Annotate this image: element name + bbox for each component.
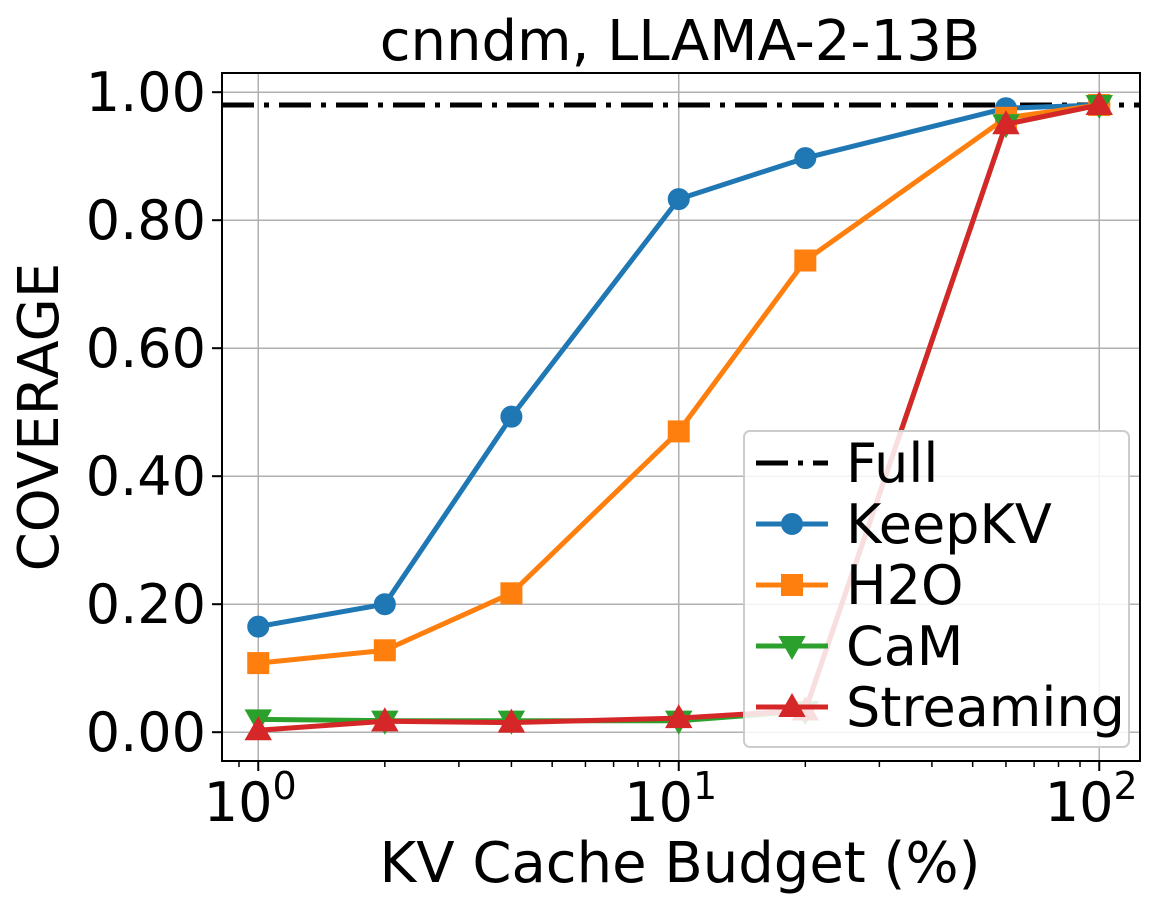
data-point-h2o	[247, 652, 270, 675]
legend-label-h2o: H2O	[846, 554, 963, 617]
y-tick-label: 0.20	[86, 573, 206, 636]
x-tick-exponent: 2	[1114, 764, 1138, 808]
data-point-streaming	[1085, 90, 1113, 115]
chart-title: cnndm, LLAMA-2-13B	[380, 9, 981, 74]
x-tick-exponent: 1	[693, 764, 717, 808]
y-tick-label: 0.80	[86, 189, 206, 252]
x-tick-base: 10	[204, 771, 273, 834]
y-tick-label: 0.60	[86, 317, 206, 380]
x-tick-base: 10	[1045, 771, 1114, 834]
legend-marker-cam	[778, 636, 806, 661]
data-point-streaming	[244, 716, 272, 741]
data-point-h2o	[794, 249, 817, 272]
plot-area-frame	[221, 72, 1141, 762]
data-point-h2o	[667, 420, 690, 443]
data-point-streaming	[497, 708, 526, 733]
data-point-keepkv	[667, 188, 690, 211]
data-point-h2o	[500, 582, 523, 605]
y-tick-label: 0.00	[86, 701, 206, 764]
x-tick-label: 100	[204, 764, 297, 834]
data-point-streaming	[371, 707, 399, 732]
x-tick-label: 102	[1045, 764, 1138, 834]
data-point-keepkv	[373, 593, 396, 616]
legend-label-cam: CaM	[846, 615, 963, 678]
data-point-keepkv	[500, 405, 523, 428]
data-point-streaming	[665, 704, 693, 729]
y-tick-label: 1.00	[86, 61, 206, 124]
data-point-keepkv	[247, 615, 270, 638]
legend-marker-h2o	[781, 574, 803, 596]
legend-marker-streaming	[778, 692, 806, 717]
x-tick-exponent: 0	[273, 764, 297, 808]
data-point-keepkv	[794, 147, 817, 170]
x-axis-label: KV Cache Budget (%)	[380, 831, 981, 896]
legend-label-keepkv: KeepKV	[846, 493, 1052, 556]
legend-label-streaming: Streaming	[846, 676, 1125, 739]
grid-lines	[222, 73, 1140, 761]
x-tick-base: 10	[624, 771, 693, 834]
data-point-streaming	[992, 110, 1020, 135]
y-axis-label: COVERAGE	[7, 263, 72, 572]
y-tick-label: 0.40	[86, 445, 206, 508]
legend-label-full: Full	[846, 432, 938, 495]
series-layer	[244, 90, 1113, 741]
legend-marker-keepkv	[781, 513, 803, 535]
legend-box	[743, 430, 1130, 748]
x-tick-label: 101	[624, 764, 717, 834]
data-point-h2o	[373, 639, 396, 662]
